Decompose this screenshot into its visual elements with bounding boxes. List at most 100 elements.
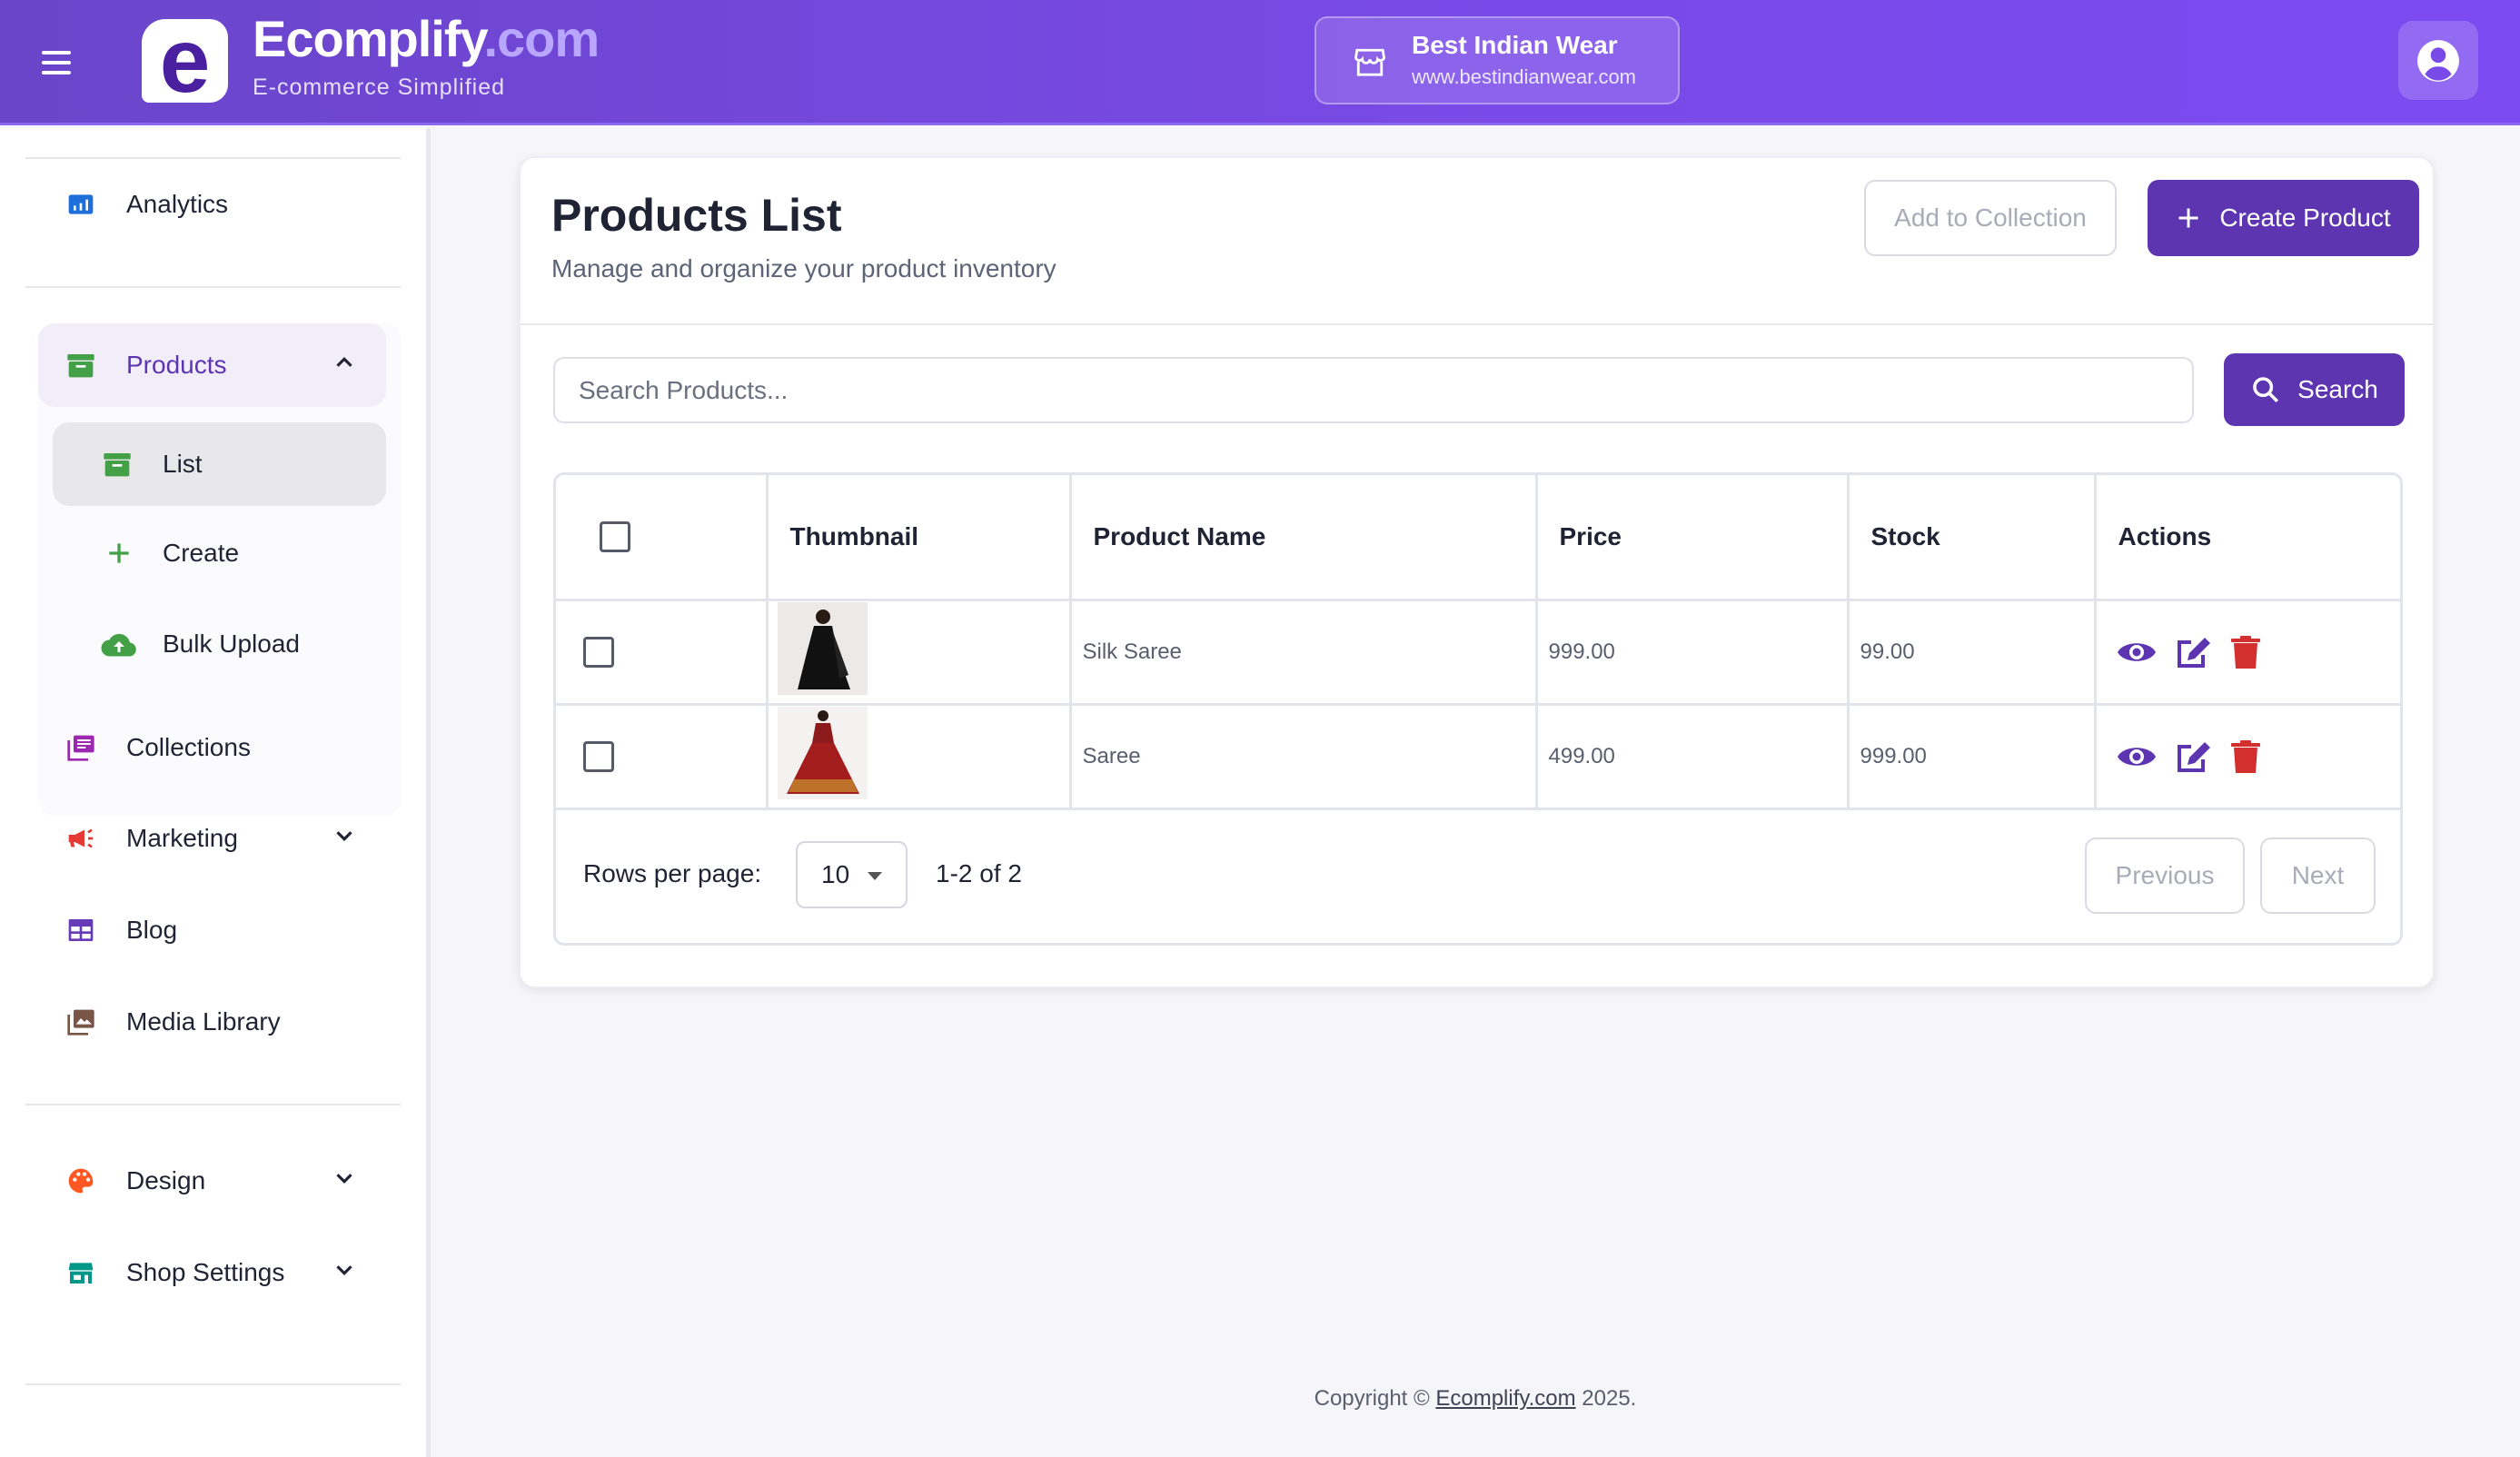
sidebar-item-blog[interactable]: Blog (38, 888, 386, 972)
edit-icon[interactable] (2177, 637, 2211, 668)
ecomplify-link[interactable]: Ecomplify.com (1435, 1386, 1576, 1411)
sidebar-item-label: Collections (126, 733, 251, 761)
footer-copyright: Copyright © Ecomplify.com 2025. (431, 1386, 2520, 1412)
sidebar-item-media-library[interactable]: Media Library (38, 980, 386, 1064)
sidebar-item-analytics[interactable]: Analytics (38, 163, 386, 246)
edit-icon[interactable] (2177, 741, 2211, 772)
megaphone-icon (68, 828, 94, 848)
product-thumbnail[interactable] (777, 602, 868, 695)
divider (25, 286, 401, 288)
sidebar-item-collections[interactable]: Collections (38, 706, 386, 789)
brand-name: Ecomplify.com (253, 10, 600, 67)
view-icon[interactable] (2117, 639, 2157, 666)
archive-icon (104, 453, 131, 477)
product-price: 499.00 (1534, 702, 1850, 810)
table-row: Saree 499.00 999.00 (556, 702, 2400, 810)
search-input[interactable] (553, 357, 2194, 423)
chevron-up-icon (336, 357, 352, 367)
palette-icon (68, 1168, 94, 1194)
create-product-button[interactable]: Create Product (2148, 180, 2419, 256)
account-circle-icon (2417, 39, 2459, 82)
store-selector[interactable]: Best Indian Wear www.bestindianwear.com (1315, 16, 1680, 104)
sidebar-item-products-create[interactable]: Create (38, 511, 386, 595)
sidebar-item-label: Analytics (126, 190, 229, 218)
page-subtitle: Manage and organize your product invento… (551, 254, 1057, 282)
view-icon[interactable] (2117, 743, 2157, 770)
row-checkbox[interactable] (583, 636, 614, 668)
collections-icon (67, 735, 94, 761)
rows-per-page-label: Rows per page: (583, 859, 762, 887)
search-button[interactable]: Search (2224, 353, 2405, 426)
store-url: www.bestindianwear.com (1412, 65, 1637, 88)
sidebar-item-marketing[interactable]: Marketing (38, 797, 386, 880)
menu-icon[interactable] (42, 51, 71, 74)
product-name: Saree (1068, 702, 1538, 810)
delete-icon[interactable] (2230, 739, 2260, 773)
caret-down-icon (868, 872, 882, 887)
sidebar-item-bulk-upload[interactable]: Bulk Upload (38, 602, 386, 686)
sidebar: Analytics Products List Create Bulk Uplo… (0, 128, 431, 1457)
pagination: Rows per page: 10 1-2 of 2 Previous Next (556, 807, 2400, 943)
add-to-collection-button[interactable]: Add to Collection (1864, 180, 2117, 256)
divider (25, 1383, 401, 1385)
rows-per-page-value: 10 (821, 860, 850, 888)
analytics-icon (68, 194, 94, 214)
product-price: 999.00 (1534, 598, 1850, 706)
row-checkbox[interactable] (583, 740, 614, 772)
products-card: Products List Manage and organize your p… (519, 156, 2435, 988)
column-header: Thumbnail (765, 475, 1072, 601)
search-label: Search (2297, 375, 2378, 403)
sidebar-item-label: Bulk Upload (163, 629, 300, 658)
logo: e (142, 15, 228, 106)
sidebar-item-products[interactable]: Products (38, 323, 386, 407)
previous-button[interactable]: Previous (2085, 838, 2245, 914)
sidebar-item-design[interactable]: Design (38, 1139, 386, 1223)
divider (521, 323, 2433, 325)
store-icon (68, 1263, 94, 1284)
sidebar-item-label: Design (126, 1166, 206, 1194)
sidebar-item-label: Marketing (126, 824, 238, 852)
chevron-down-icon (336, 1174, 352, 1184)
divider (25, 1104, 401, 1105)
plus-icon (109, 543, 129, 563)
divider (25, 157, 401, 159)
blog-icon (68, 919, 94, 941)
table-row: Silk Saree 999.00 99.00 (556, 598, 2400, 706)
sidebar-item-label: Media Library (126, 1007, 281, 1036)
delete-icon[interactable] (2230, 635, 2260, 669)
sidebar-item-label: Blog (126, 916, 178, 944)
chevron-down-icon (336, 1265, 352, 1275)
page-title: Products List (551, 190, 842, 241)
column-header: Price (1534, 475, 1850, 601)
search-icon (2253, 377, 2279, 403)
product-thumbnail[interactable] (777, 707, 868, 799)
chevron-down-icon (336, 831, 352, 841)
product-stock: 999.00 (1846, 702, 2097, 810)
select-all-checkbox[interactable] (600, 520, 630, 552)
column-header: Actions (2093, 475, 2400, 601)
copyright-prefix: Copyright © (1314, 1386, 1436, 1411)
sidebar-item-shop-settings[interactable]: Shop Settings (38, 1231, 386, 1314)
sidebar-item-products-list[interactable]: List (53, 422, 386, 506)
table-header-row: Thumbnail Product Name Price Stock Actio… (556, 475, 2400, 601)
plus-icon (2178, 208, 2198, 228)
account-button[interactable] (2398, 21, 2478, 100)
copyright-suffix: 2025. (1575, 1386, 1637, 1411)
cloud-upload-icon (101, 633, 136, 657)
brand-tagline: E-commerce Simplified (253, 74, 506, 100)
column-header: Stock (1846, 475, 2097, 601)
rows-per-page-select[interactable]: 10 (796, 841, 908, 908)
top-header: e Ecomplify.com E-commerce Simplified Be… (0, 0, 2520, 125)
photo-library-icon (67, 1009, 94, 1036)
product-stock: 99.00 (1846, 598, 2097, 706)
page-range: 1-2 of 2 (936, 859, 1022, 887)
next-button[interactable]: Next (2260, 838, 2376, 914)
sidebar-item-label: List (163, 450, 203, 478)
create-product-label: Create Product (2219, 203, 2391, 232)
sidebar-item-label: Products (126, 351, 227, 379)
archive-icon (67, 354, 94, 378)
products-table: Thumbnail Product Name Price Stock Actio… (553, 472, 2403, 946)
storefront-icon (1354, 48, 1385, 76)
product-name: Silk Saree (1068, 598, 1538, 706)
sidebar-item-label: Create (163, 539, 240, 567)
